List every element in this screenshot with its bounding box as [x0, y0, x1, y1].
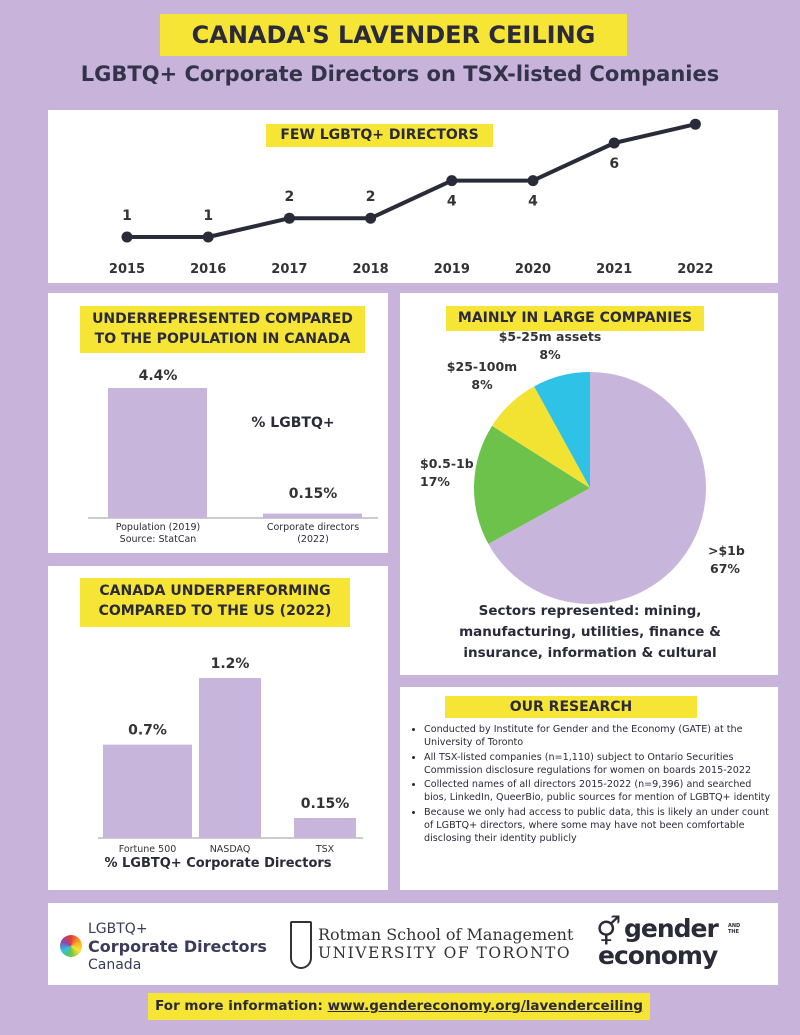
pie-chart: >$1b 67% $0.5-1b 17% $25-100m 8% $5-25m assets…: [420, 329, 745, 604]
slice-percent: 8%: [539, 347, 561, 362]
us-comparison-panel: CANADA UNDERPERFORMING COMPARED TO THE U…: [48, 566, 388, 890]
data-label: 0.7%: [128, 723, 167, 739]
more-info-label: For more information:: [155, 998, 323, 1014]
data-label: 0.15%: [289, 486, 338, 502]
data-point: [121, 231, 133, 243]
more-info-link[interactable]: www.gendereconomy.org/lavenderceiling: [327, 998, 643, 1014]
data-label: 1: [122, 208, 132, 224]
x-tick-label: 2018: [353, 262, 389, 277]
x-tick-label: 2017: [271, 262, 307, 277]
x-tick-label: 2020: [515, 262, 551, 277]
category-label: NASDAQ: [210, 844, 251, 855]
pie-slice: [492, 386, 590, 488]
population-bar-chart: 4.4% 0.15%: [88, 368, 378, 519]
bar: [294, 818, 356, 838]
line-chart: 1 2015 1 2016 2 2017 2 2018 4 2019 4 2020 6 2021 7 2022: [109, 110, 714, 277]
data-label: 0.15%: [301, 796, 350, 812]
data-label: 4.4%: [139, 368, 178, 384]
crest-icon: [290, 921, 312, 969]
rotman-logo: Rotman School of Management UNIVERSITY O…: [290, 913, 580, 977]
x-tick-label: 2022: [677, 262, 713, 277]
chart-title: FEW LGBTQ+ DIRECTORS: [266, 124, 493, 147]
sectors-note: Sectors represented: mining, manufacturi…: [459, 603, 721, 661]
gender-symbol-icon: ⚥: [596, 915, 622, 948]
data-label: 4: [447, 194, 457, 210]
line-chart-panel: FEW LGBTQ+ DIRECTORS 1 2015 1 2016 2 2017 2 201…: [48, 110, 778, 283]
x-tick-label: 2019: [434, 262, 470, 277]
slice-label: $5-25m assets: [499, 329, 602, 344]
data-point: [689, 118, 701, 130]
research-title: OUR RESEARCH: [445, 696, 697, 718]
chart-title: UNDERREPRESENTED COMPARED TO THE POPULAT…: [80, 306, 365, 353]
data-label: 2: [285, 189, 295, 205]
data-label: 6: [609, 156, 619, 172]
footer-logos: LGBTQ+ Corporate Directors Canada Rotman…: [48, 903, 778, 985]
bar: [199, 678, 261, 838]
page-subtitle: LGBTQ+ Corporate Directors on TSX-listed…: [80, 62, 720, 86]
slice-percent: 17%: [420, 474, 450, 489]
chart-title: CANADA UNDERPERFORMING COMPARED TO THE U…: [80, 578, 350, 627]
slice-percent: 8%: [471, 377, 493, 392]
data-point: [446, 175, 458, 187]
research-item: Because we only had access to public dat…: [424, 806, 775, 846]
research-list: Conducted by Institute for Gender and th…: [410, 723, 775, 847]
category-label: Fortune 500: [119, 844, 177, 855]
category-label: TSX: [315, 844, 335, 855]
category-label: Corporate directors (2022): [266, 522, 360, 545]
slice-label: $0.5-1b: [420, 456, 474, 471]
rainbow-maple-icon: [60, 935, 82, 957]
data-label: 1: [203, 208, 213, 224]
more-info-bar: For more information: www.gendereconomy.…: [148, 993, 650, 1020]
page-title: CANADA'S LAVENDER CEILING: [160, 14, 627, 56]
data-point: [608, 137, 620, 149]
slice-label: >$1b: [708, 543, 745, 558]
data-point: [202, 231, 214, 243]
x-tick-label: 2015: [109, 262, 145, 277]
slice-label: $25-100m: [447, 359, 517, 374]
x-tick-label: 2021: [596, 262, 632, 277]
slice-percent: 67%: [710, 561, 740, 576]
series-line: [127, 122, 696, 239]
gender-economy-logo: ⚥ gender economy AND THE: [596, 914, 741, 970]
pie-slice: [474, 425, 590, 544]
pie-slice: [534, 372, 590, 488]
bar: [103, 744, 192, 838]
bar: [108, 388, 207, 518]
pie-chart-panel: MAINLY IN LARGE COMPANIES >$1b 67% $0.5-1b…: [400, 293, 778, 675]
data-label: 7: [691, 110, 701, 111]
data-label: 4: [528, 194, 538, 210]
bar: [263, 513, 362, 518]
x-tick-label: 2016: [190, 262, 226, 277]
research-panel: OUR RESEARCH Conducted by Institute for …: [400, 687, 778, 890]
data-label: 1.2%: [211, 656, 250, 672]
legend-label: % LGBTQ+: [251, 415, 335, 431]
chart-title: MAINLY IN LARGE COMPANIES: [446, 306, 704, 331]
x-axis-label: % LGBTQ+ Corporate Directors: [104, 856, 332, 871]
data-point: [283, 212, 295, 224]
data-point: [527, 175, 539, 187]
data-point: [365, 212, 377, 224]
pie-slice: [488, 372, 706, 604]
us-comparison-bar-chart: 0.7% Fortune 500 1.2% NASDAQ 0.15% TSX: [98, 656, 363, 855]
category-label: Population (2019) Source: StatCan: [115, 522, 201, 545]
research-item: Collected names of all directors 2015-20…: [424, 778, 775, 805]
research-item: Conducted by Institute for Gender and th…: [424, 723, 775, 750]
population-chart-panel: UNDERREPRESENTED COMPARED TO THE POPULAT…: [48, 293, 388, 553]
data-label: 2: [366, 189, 376, 205]
research-item: All TSX-listed companies (n=1,110) subje…: [424, 751, 775, 778]
